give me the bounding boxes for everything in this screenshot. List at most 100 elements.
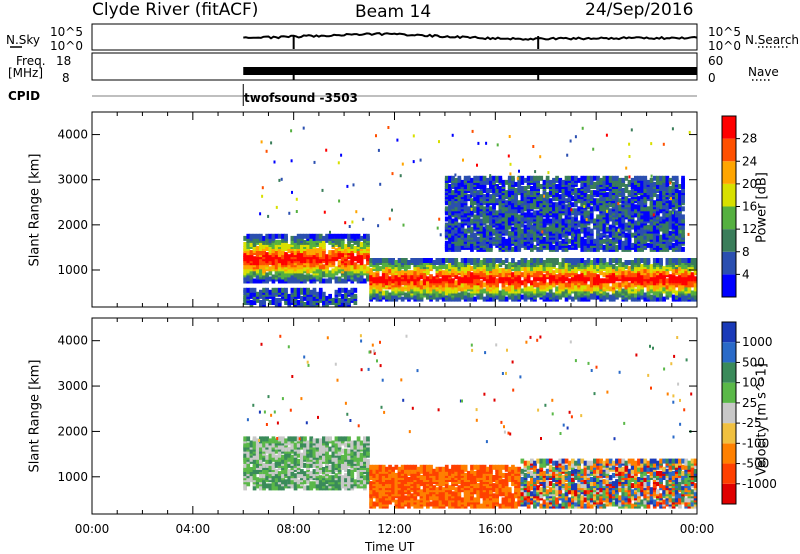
scatter-point xyxy=(592,148,594,151)
scatter-point xyxy=(582,127,584,130)
echo-cell xyxy=(284,438,288,443)
scatter-point xyxy=(586,218,588,221)
scatter-point xyxy=(392,172,394,175)
echo-cell xyxy=(562,239,566,244)
echo-cell xyxy=(587,284,591,289)
scatter-point xyxy=(631,128,633,131)
echo-cell xyxy=(521,176,525,181)
colorbar-tick-label: 20 xyxy=(742,177,757,191)
echo-cell xyxy=(253,256,257,261)
scatter-point xyxy=(575,135,577,138)
scatter-point xyxy=(468,176,470,179)
colorbar-segment xyxy=(722,274,736,297)
echo-cell xyxy=(675,210,679,215)
echo-cell xyxy=(303,288,307,293)
nsky-trace xyxy=(243,33,697,40)
echo-cell xyxy=(272,234,276,239)
scatter-point xyxy=(534,170,536,173)
echo-cell xyxy=(265,252,269,257)
echo-cell xyxy=(464,258,468,263)
echo-cell xyxy=(508,231,512,236)
scatter-point xyxy=(471,208,473,211)
scatter-point xyxy=(288,212,290,215)
echo-cell xyxy=(502,180,506,185)
echo-cell xyxy=(297,288,301,293)
echo-cell xyxy=(354,262,358,267)
scatter-point xyxy=(259,212,261,215)
echo-cell xyxy=(549,219,553,224)
echo-cell xyxy=(354,256,358,261)
echo-cell xyxy=(316,248,320,253)
scatter-point xyxy=(325,149,327,152)
scatter-point xyxy=(651,175,653,178)
echo-cell xyxy=(656,194,660,199)
echo-cell xyxy=(555,268,559,273)
scatter-point xyxy=(497,143,499,146)
scatter-point xyxy=(518,170,520,173)
echo-cell xyxy=(413,258,417,263)
scatter-point xyxy=(377,224,379,227)
scatter-point xyxy=(413,160,415,163)
echo-cell xyxy=(335,234,339,239)
echo-cell xyxy=(372,272,376,277)
echo-cell xyxy=(354,294,358,299)
scatter-point xyxy=(545,224,547,227)
colorbar-tick-label: 24 xyxy=(742,154,757,168)
echo-cell xyxy=(439,258,443,263)
echo-cell xyxy=(476,176,480,181)
echo-cell xyxy=(309,481,313,486)
scatter-point xyxy=(290,129,292,132)
echo-cell xyxy=(265,455,269,460)
scatter-point xyxy=(617,202,619,205)
echo-cell xyxy=(322,264,326,269)
scatter-point xyxy=(680,230,682,233)
scatter-point xyxy=(270,141,272,144)
echo-cell xyxy=(445,258,449,263)
echo-cell xyxy=(253,279,257,284)
scatter-point xyxy=(650,142,652,145)
scatter-point xyxy=(517,177,519,180)
echo-cell xyxy=(587,176,591,181)
colorbar-segment xyxy=(722,139,736,162)
echo-cell xyxy=(272,463,276,468)
echo-cell xyxy=(625,176,629,181)
echo-cell xyxy=(580,176,584,181)
echo-cell xyxy=(391,258,395,263)
scatter-point xyxy=(586,200,588,203)
scatter-point xyxy=(543,195,545,198)
echo-cell xyxy=(669,258,673,263)
echo-cell xyxy=(495,258,499,263)
echo-cell xyxy=(562,219,566,224)
echo-cell xyxy=(303,275,307,280)
scatter-point xyxy=(266,150,268,153)
echo-cell xyxy=(401,270,405,275)
scatter-point xyxy=(262,186,264,189)
echo-cell xyxy=(521,186,525,191)
echo-cell xyxy=(555,202,559,207)
echo-cell xyxy=(483,176,487,181)
scatter-point xyxy=(445,224,447,227)
echo-cell xyxy=(328,250,332,255)
echo-cell xyxy=(637,258,641,263)
echo-cell xyxy=(612,258,616,263)
echo-cell xyxy=(502,260,506,265)
echo-cell xyxy=(451,219,455,224)
scatter-point xyxy=(609,202,611,205)
echo-cell xyxy=(527,176,531,181)
scatter-point xyxy=(477,142,479,145)
echo-cell xyxy=(593,190,597,195)
echo-cell xyxy=(580,258,584,263)
scatter-point xyxy=(568,202,570,205)
echo-cell xyxy=(379,276,383,281)
echo-cell xyxy=(681,258,685,263)
echo-cell xyxy=(470,219,474,224)
echo-cell xyxy=(303,471,307,476)
echo-cell xyxy=(527,286,531,291)
echo-cell xyxy=(599,233,603,238)
echo-cell xyxy=(593,258,597,263)
echo-cell xyxy=(272,275,276,280)
scatter-point xyxy=(438,218,440,221)
echo-cell xyxy=(328,294,332,299)
echo-cell xyxy=(549,198,553,203)
echo-cell xyxy=(272,288,276,293)
